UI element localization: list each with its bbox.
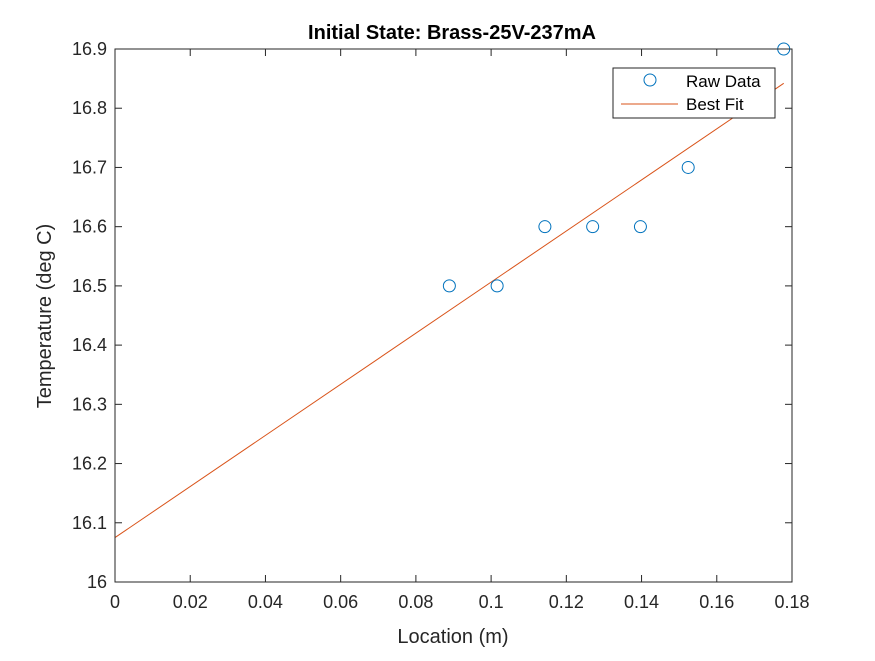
y-tick-label: 16.5 xyxy=(72,276,107,296)
x-tick-label: 0.02 xyxy=(173,592,208,612)
raw-data-layer xyxy=(442,42,791,293)
raw-data-point xyxy=(633,220,647,234)
raw-data-point xyxy=(442,279,456,293)
x-tick-label: 0.04 xyxy=(248,592,283,612)
y-tick-label: 16.4 xyxy=(72,335,107,355)
legend-best-fit-label: Best Fit xyxy=(686,95,744,114)
legend-raw-data-marker xyxy=(643,73,657,87)
axes-box xyxy=(114,48,793,583)
y-tick-label: 16 xyxy=(87,572,107,592)
y-axis-label: Temperature (deg C) xyxy=(34,224,56,409)
ticks-layer: 0 0.02 0.04 0.06 0.08 0.1 0.12 0.14 0.16 0.18 16 16… xyxy=(72,39,810,612)
y-tick-label: 16.9 xyxy=(72,39,107,59)
x-tick-label: 0.18 xyxy=(774,592,809,612)
x-axis-label: Location (m) xyxy=(397,626,508,648)
x-tick-label: 0.12 xyxy=(549,592,584,612)
raw-data-point xyxy=(538,220,552,234)
x-tick-label: 0 xyxy=(110,592,120,612)
best-fit-line xyxy=(114,82,785,538)
legend-box xyxy=(612,67,776,119)
plot-area xyxy=(115,49,792,582)
x-tick-label: 0.1 xyxy=(479,592,504,612)
raw-data-point xyxy=(681,160,695,174)
x-tick-label: 0.14 xyxy=(624,592,659,612)
legend-raw-data-label: Raw Data xyxy=(686,72,761,91)
best-fit-layer xyxy=(114,82,785,538)
y-tick-label: 16.6 xyxy=(72,217,107,237)
y-tick-label: 16.8 xyxy=(72,98,107,118)
raw-data-point xyxy=(490,279,504,293)
y-tick-label: 16.7 xyxy=(72,157,107,177)
y-tick-label: 16.3 xyxy=(72,394,107,414)
x-tick-label: 0.08 xyxy=(398,592,433,612)
chart-title: Initial State: Brass-25V-237mA xyxy=(308,22,596,44)
legend: Raw Data Best Fit xyxy=(612,67,776,119)
x-tick-label: 0.06 xyxy=(323,592,358,612)
y-tick-label: 16.2 xyxy=(72,454,107,474)
y-tick-label: 16.1 xyxy=(72,513,107,533)
x-tick-label: 0.16 xyxy=(699,592,734,612)
raw-data-point xyxy=(586,220,600,234)
